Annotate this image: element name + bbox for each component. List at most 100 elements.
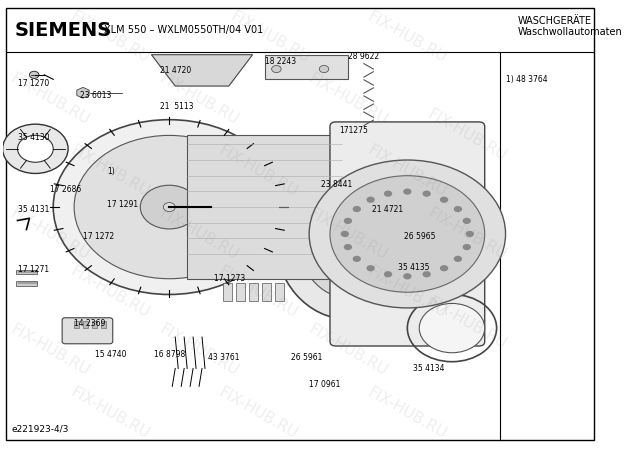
Text: FIX-HUB.RU: FIX-HUB.RU [67,8,152,65]
Bar [83,321,88,328]
Text: FIX-HUB.RU: FIX-HUB.RU [8,322,92,379]
Circle shape [319,65,329,72]
Bar [275,283,284,301]
Text: FIX-HUB.RU: FIX-HUB.RU [8,71,92,128]
FancyBboxPatch shape [62,318,113,344]
Text: FIX-HUB.RU: FIX-HUB.RU [216,143,301,200]
Circle shape [453,256,462,262]
Text: FIX-HUB.RU: FIX-HUB.RU [306,322,390,379]
Text: FIX-HUB.RU: FIX-HUB.RU [425,295,509,352]
Ellipse shape [274,149,421,319]
Text: FIX-HUB.RU: FIX-HUB.RU [306,205,390,263]
Text: 17 1271: 17 1271 [18,266,48,274]
Circle shape [3,124,68,173]
Circle shape [74,135,265,279]
Text: FIX-HUB.RU: FIX-HUB.RU [67,143,152,200]
Text: 17 1270: 17 1270 [18,79,49,88]
Text: 171275: 171275 [339,126,368,135]
Circle shape [366,265,375,271]
Text: 14 2369: 14 2369 [74,319,106,328]
Text: XLM 550 – WXLM0550TH/04 V01: XLM 550 – WXLM0550TH/04 V01 [104,25,263,35]
Circle shape [453,206,462,212]
Circle shape [163,202,176,211]
Circle shape [53,120,286,294]
Circle shape [440,265,448,271]
Bar [74,321,79,328]
Circle shape [403,189,411,195]
Circle shape [330,176,485,292]
Text: 1): 1) [107,166,114,176]
Text: WASCHGERÄTE: WASCHGERÄTE [518,16,591,26]
Circle shape [141,185,198,229]
FancyBboxPatch shape [330,122,485,346]
Text: 21 4720: 21 4720 [160,66,191,75]
Bar [223,283,232,301]
Bar [262,283,271,301]
Circle shape [309,160,506,308]
Bar [92,321,97,328]
Text: 35 4135: 35 4135 [398,263,430,272]
Text: 1) 48 3764: 1) 48 3764 [506,75,547,84]
Text: 35 4134: 35 4134 [413,364,445,373]
Circle shape [440,197,448,203]
Circle shape [462,244,471,250]
Text: FIX-HUB.RU: FIX-HUB.RU [228,8,312,65]
PathPatch shape [151,55,252,86]
Circle shape [341,231,349,237]
Bar [16,270,36,274]
Text: FIX-HUB.RU: FIX-HUB.RU [157,71,241,128]
Circle shape [403,273,411,279]
Text: FIX-HUB.RU: FIX-HUB.RU [306,71,390,128]
Bar [249,283,258,301]
Text: e221923-4/3: e221923-4/3 [11,424,69,433]
Text: FIX-HUB.RU: FIX-HUB.RU [365,8,450,65]
Text: 16 8798: 16 8798 [155,351,186,360]
Circle shape [462,218,471,224]
Text: FIX-HUB.RU: FIX-HUB.RU [157,322,241,379]
Circle shape [466,231,474,237]
Text: FIX-HUB.RU: FIX-HUB.RU [216,264,301,321]
Bar [265,55,348,79]
Text: FIX-HUB.RU: FIX-HUB.RU [425,205,509,263]
Circle shape [272,65,281,72]
Circle shape [343,218,352,224]
Circle shape [343,244,352,250]
Circle shape [384,271,392,277]
Text: 35 4130: 35 4130 [18,133,49,142]
Text: FIX-HUB.RU: FIX-HUB.RU [365,385,450,442]
Text: SIEMENS: SIEMENS [15,21,112,40]
Circle shape [384,190,392,197]
Text: 35 4131: 35 4131 [18,205,49,214]
Circle shape [419,303,485,353]
Text: 17 1291: 17 1291 [107,200,138,209]
Text: FIX-HUB.RU: FIX-HUB.RU [157,205,241,263]
Circle shape [352,206,361,212]
Circle shape [18,135,53,162]
Text: 17 1272: 17 1272 [83,232,114,241]
Circle shape [366,197,375,203]
Ellipse shape [297,170,399,298]
Text: 21 4721: 21 4721 [371,205,403,214]
Text: FIX-HUB.RU: FIX-HUB.RU [67,264,152,321]
Text: 26 5961: 26 5961 [291,353,322,362]
Text: 15 4740: 15 4740 [95,351,127,360]
Bar [101,321,106,328]
Text: 17 2686: 17 2686 [50,184,81,194]
Bar [16,281,36,285]
Bar [236,283,245,301]
Text: FIX-HUB.RU: FIX-HUB.RU [8,205,92,263]
Text: Waschwollautomaten: Waschwollautomaten [518,27,622,37]
Circle shape [422,271,431,277]
Circle shape [422,190,431,197]
Text: 23 8441: 23 8441 [321,180,352,189]
Text: 21  5113: 21 5113 [160,102,194,111]
Text: 43 3761: 43 3761 [208,353,240,362]
Text: FIX-HUB.RU: FIX-HUB.RU [365,143,450,200]
Text: 17 1273: 17 1273 [214,274,245,284]
Text: 23 6013: 23 6013 [80,90,111,99]
Text: 26 5965: 26 5965 [404,232,436,241]
Text: 18 2243: 18 2243 [265,57,296,66]
Text: FIX-HUB.RU: FIX-HUB.RU [67,385,152,442]
Circle shape [29,71,39,78]
Text: FIX-HUB.RU: FIX-HUB.RU [365,264,450,321]
